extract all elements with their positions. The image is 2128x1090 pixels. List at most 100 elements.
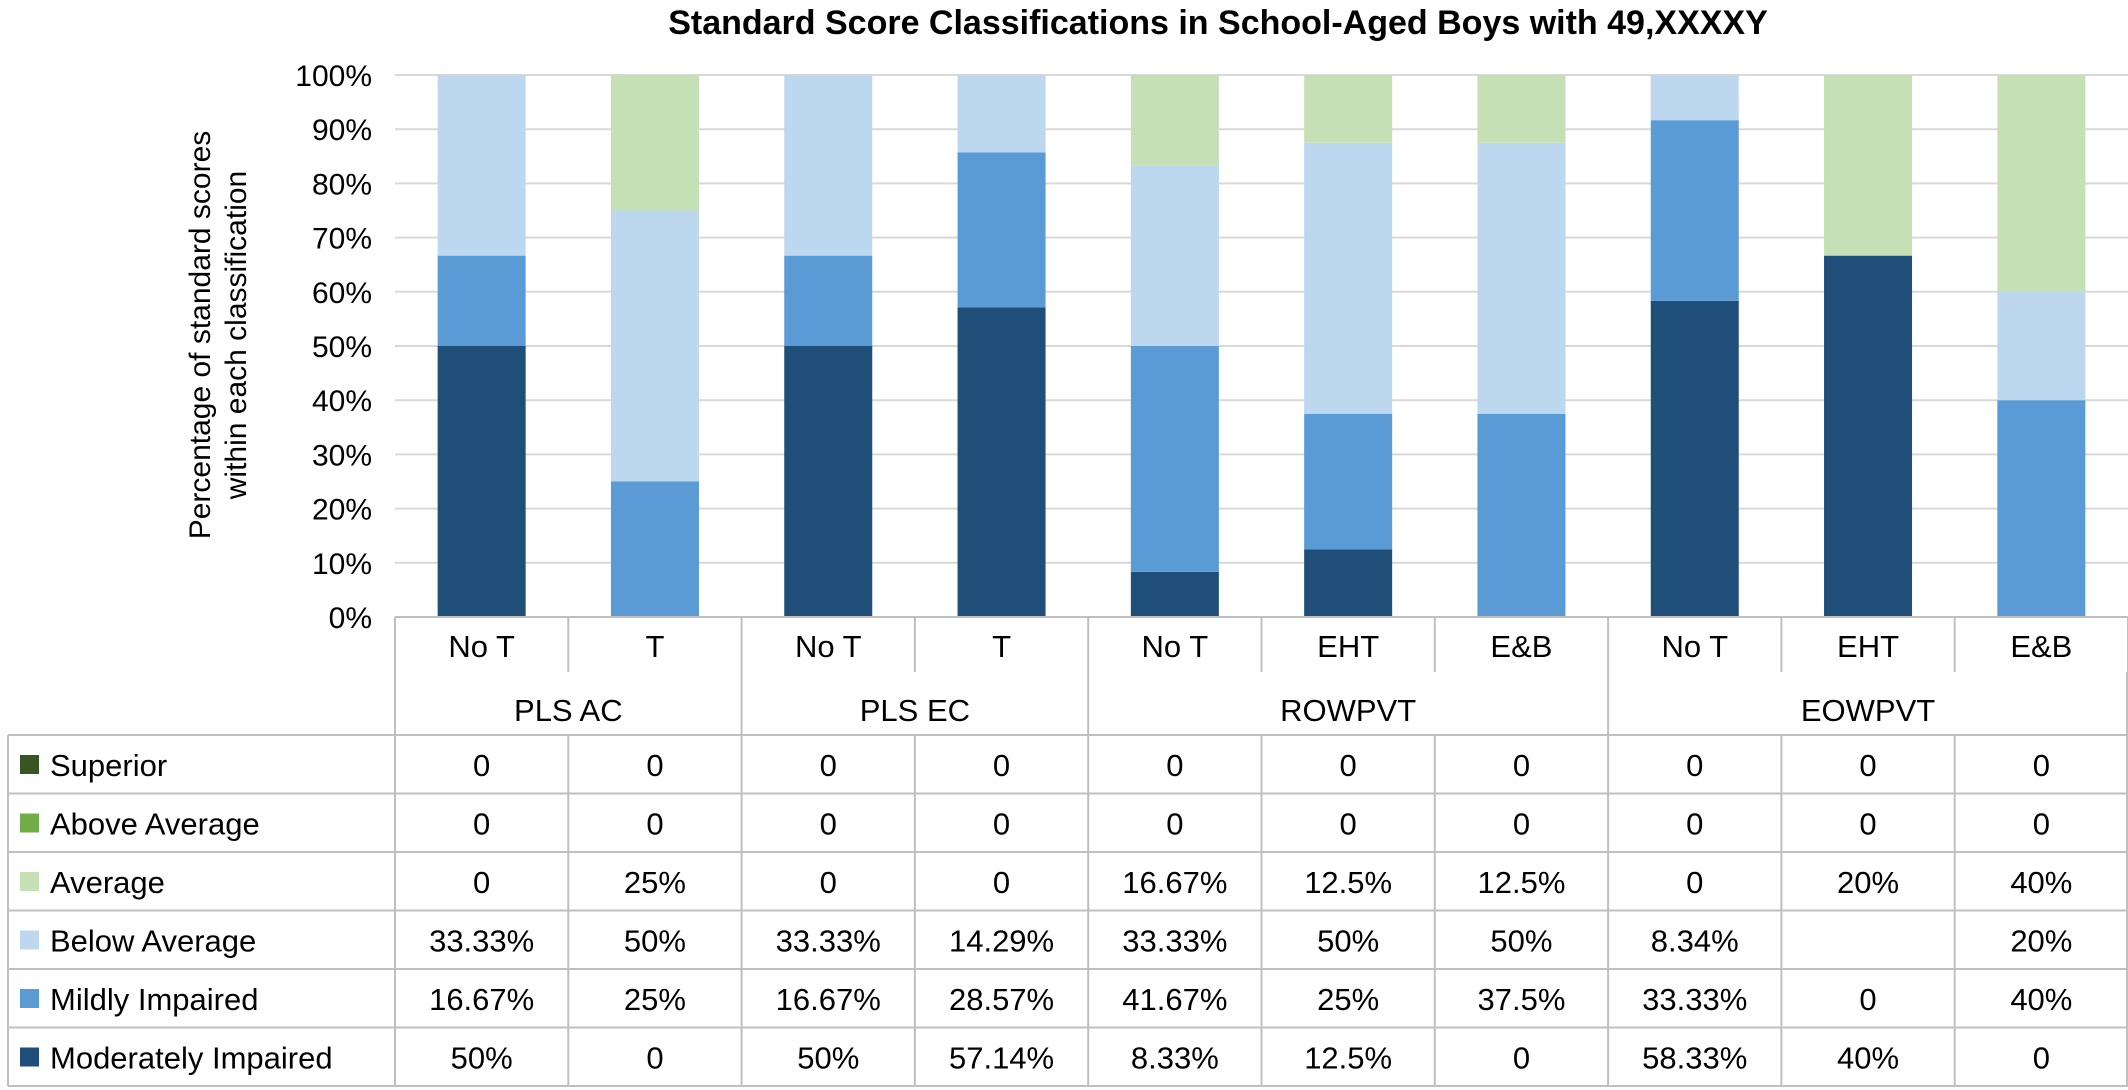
table-cell: 25% bbox=[624, 865, 686, 900]
legend-swatch bbox=[20, 813, 39, 833]
y-tick-label: 60% bbox=[312, 277, 372, 310]
bar-segment bbox=[784, 75, 873, 256]
table-cell: 0 bbox=[646, 748, 663, 783]
legend-label: Moderately Impaired bbox=[50, 1041, 333, 1076]
table-cell: 0 bbox=[1340, 807, 1357, 842]
y-tick-label: 20% bbox=[312, 494, 372, 527]
x-group-label: PLS AC bbox=[514, 693, 623, 728]
bar-segment bbox=[1477, 142, 1566, 414]
y-tick-label: 80% bbox=[312, 168, 372, 201]
table-cell: 25% bbox=[1317, 982, 1379, 1017]
table-cell: 0 bbox=[1513, 807, 1530, 842]
y-axis-label-line-2: within each classification bbox=[220, 171, 253, 501]
y-tick-label: 40% bbox=[312, 385, 372, 418]
bar-segment bbox=[1824, 75, 1913, 256]
legend-label: Average bbox=[50, 865, 165, 900]
table-cell: 0 bbox=[646, 1041, 663, 1076]
table-cell: 0 bbox=[1513, 748, 1530, 783]
table-cell: 0 bbox=[1859, 807, 1876, 842]
y-tick-label: 100% bbox=[295, 60, 372, 93]
table-cell: 12.5% bbox=[1477, 865, 1565, 900]
table-cell: 0 bbox=[993, 865, 1010, 900]
bar-segment bbox=[1824, 255, 1913, 617]
table-cell: 40% bbox=[2010, 865, 2072, 900]
bar-segment bbox=[1997, 400, 2086, 617]
table-cell: 0 bbox=[2033, 748, 2050, 783]
table-cell: 25% bbox=[624, 982, 686, 1017]
table-cell: 37.5% bbox=[1477, 982, 1565, 1017]
table-cell: 28.57% bbox=[949, 982, 1054, 1017]
bar-segment bbox=[957, 75, 1046, 153]
bar-segment bbox=[610, 481, 699, 617]
legend-swatch bbox=[20, 755, 39, 774]
y-tick-label: 30% bbox=[312, 439, 372, 472]
bar-segment bbox=[1650, 75, 1739, 121]
table-cell: 0 bbox=[473, 807, 490, 842]
x-category-label: E&B bbox=[2010, 629, 2072, 664]
legend-label: Mildly Impaired bbox=[50, 982, 258, 1017]
x-group-label: PLS EC bbox=[860, 693, 970, 728]
bar-segment bbox=[1130, 165, 1219, 346]
legend-swatch bbox=[20, 872, 39, 891]
table-cell: 40% bbox=[1837, 1041, 1899, 1076]
y-tick-label: 70% bbox=[312, 223, 372, 256]
table-cell: 8.34% bbox=[1651, 924, 1739, 959]
table-cell: 16.67% bbox=[1122, 865, 1227, 900]
bar-segment bbox=[1304, 75, 1393, 143]
table-cell: 41.67% bbox=[1122, 982, 1227, 1017]
bar-segment bbox=[1477, 413, 1566, 617]
table-cell: 0 bbox=[1166, 807, 1183, 842]
table-cell: 8.33% bbox=[1131, 1041, 1219, 1076]
bar-segment bbox=[1304, 549, 1393, 617]
y-tick-label: 50% bbox=[312, 331, 372, 364]
table-cell: 20% bbox=[1837, 865, 1899, 900]
table-cell: 0 bbox=[1166, 748, 1183, 783]
bar-series bbox=[437, 75, 2086, 617]
y-axis-ticks: 0% 10% 20% 30% 40% 50% 60% 70% 80% 90% 100% bbox=[295, 60, 372, 635]
bar-segment bbox=[437, 255, 526, 346]
x-category-label: No T bbox=[1142, 629, 1209, 664]
x-category-label: T bbox=[992, 629, 1011, 664]
table-cell: 14.29% bbox=[949, 924, 1054, 959]
table-cell: 40% bbox=[2010, 982, 2072, 1017]
table-cell: 50% bbox=[451, 1041, 513, 1076]
table-cell: 0 bbox=[1340, 748, 1357, 783]
bar-segment bbox=[610, 75, 699, 211]
y-axis-label: Percentage of standard scores within eac… bbox=[184, 131, 253, 540]
bar-segment bbox=[1997, 291, 2086, 401]
bar-segment bbox=[1477, 75, 1566, 143]
bar-segment bbox=[957, 307, 1046, 617]
legend-swatch bbox=[20, 930, 39, 950]
table-cell: 33.33% bbox=[1122, 924, 1227, 959]
bar-segment bbox=[784, 346, 873, 617]
table-cell: 57.14% bbox=[949, 1041, 1054, 1076]
x-category-label: E&B bbox=[1490, 629, 1552, 664]
bar-segment bbox=[437, 346, 526, 617]
bar-segment bbox=[1304, 413, 1393, 550]
bar-segment bbox=[1304, 142, 1393, 414]
table-cell: 16.67% bbox=[429, 982, 534, 1017]
table-cell: 0 bbox=[993, 807, 1010, 842]
chart-title: Standard Score Classifications in School… bbox=[668, 4, 1768, 42]
table-cell: 20% bbox=[2010, 924, 2072, 959]
x-category-label: EHT bbox=[1317, 629, 1379, 664]
y-tick-label: 0% bbox=[329, 602, 372, 635]
bar-segment bbox=[1130, 571, 1219, 617]
table-cell: 33.33% bbox=[1642, 982, 1747, 1017]
x-group-label: ROWPVT bbox=[1280, 693, 1416, 728]
table-cell: 0 bbox=[1513, 1041, 1530, 1076]
bar-segment bbox=[784, 255, 873, 346]
table-cell: 0 bbox=[646, 807, 663, 842]
table-cell: 0 bbox=[1859, 748, 1876, 783]
data-table: No T T No T T No T EHT E&B No T EHT E&B PLS AC PLS … bbox=[7, 616, 2128, 1087]
table-cell: 12.5% bbox=[1304, 865, 1392, 900]
x-category-label: No T bbox=[1661, 629, 1728, 664]
legend-label: Above Average bbox=[50, 807, 260, 842]
table-cell: 16.67% bbox=[776, 982, 881, 1017]
legend-swatch bbox=[20, 989, 39, 1008]
table-cell: 0 bbox=[473, 748, 490, 783]
bar-segment bbox=[1130, 346, 1219, 572]
x-category-label: EHT bbox=[1837, 629, 1899, 664]
table-cell: 0 bbox=[1859, 982, 1876, 1017]
